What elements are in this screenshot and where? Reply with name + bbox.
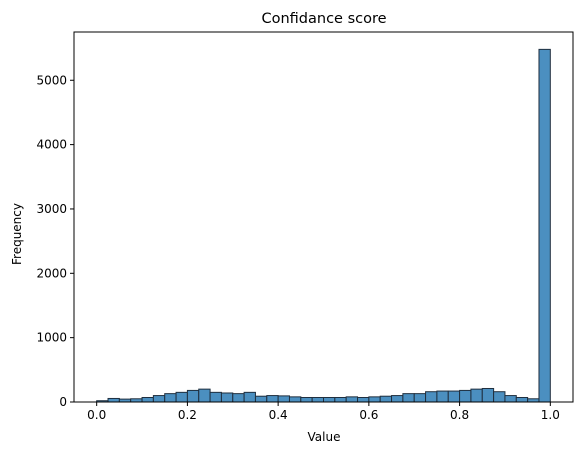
histogram-bar [345, 396, 359, 403]
histogram-bar [391, 395, 404, 403]
histogram-bar [186, 389, 200, 403]
histogram-bar [220, 392, 234, 403]
histogram-bar [493, 391, 506, 403]
histogram-bar [311, 396, 324, 403]
y-tick-label: 3000 [36, 202, 67, 216]
histogram-bar [447, 390, 461, 403]
x-tick-label: 0.8 [450, 408, 469, 422]
histogram-bar [175, 391, 188, 403]
histogram-bar [141, 396, 154, 403]
histogram-bar [209, 391, 222, 403]
x-axis-label: Value [308, 430, 341, 444]
x-tick-label: 0.2 [178, 408, 197, 422]
y-axis-label: Frequency [10, 203, 24, 265]
bars-group [96, 48, 551, 403]
histogram-bar [425, 391, 438, 403]
histogram-bar [436, 390, 449, 403]
histogram-bar [300, 396, 313, 403]
histogram-bar [459, 389, 472, 403]
y-tick-label: 1000 [36, 331, 67, 345]
histogram-bar [379, 395, 393, 403]
y-tick-label: 5000 [36, 73, 67, 87]
y-tick-label: 4000 [36, 138, 67, 152]
histogram-bar [288, 396, 302, 403]
histogram-bar [470, 388, 483, 403]
histogram-bar [481, 387, 495, 403]
histogram-bar [277, 395, 290, 403]
histogram-bar [243, 391, 256, 403]
histogram-bar [538, 48, 551, 403]
histogram-bar [413, 393, 427, 403]
histogram-bar [152, 395, 166, 403]
histogram-bar [402, 393, 415, 403]
x-tick-label: 0.4 [269, 408, 288, 422]
histogram-bar [198, 388, 211, 403]
histogram-bar [107, 397, 120, 403]
histogram-bar [323, 396, 336, 403]
histogram-bar [504, 395, 517, 403]
histogram-bar [232, 393, 245, 403]
histogram-bar [357, 396, 370, 403]
histogram-bar [164, 393, 177, 403]
histogram-bar [266, 395, 279, 403]
plot-frame [73, 31, 574, 403]
histogram-bar [368, 396, 381, 403]
histogram-bar [334, 396, 347, 403]
x-axis-ticks: 0.0 0.2 0.4 0.6 0.8 1.0 [87, 402, 560, 422]
y-axis-ticks: 0 1000 2000 3000 4000 5000 [36, 73, 74, 409]
chart-title: Confidance score [261, 11, 386, 27]
y-tick-label: 0 [59, 395, 67, 409]
histogram-bar [515, 396, 529, 403]
x-tick-label: 0.0 [87, 408, 106, 422]
x-tick-label: 0.6 [359, 408, 378, 422]
histogram-bar [254, 395, 268, 403]
y-tick-label: 2000 [36, 266, 67, 280]
x-tick-label: 1.0 [541, 408, 560, 422]
